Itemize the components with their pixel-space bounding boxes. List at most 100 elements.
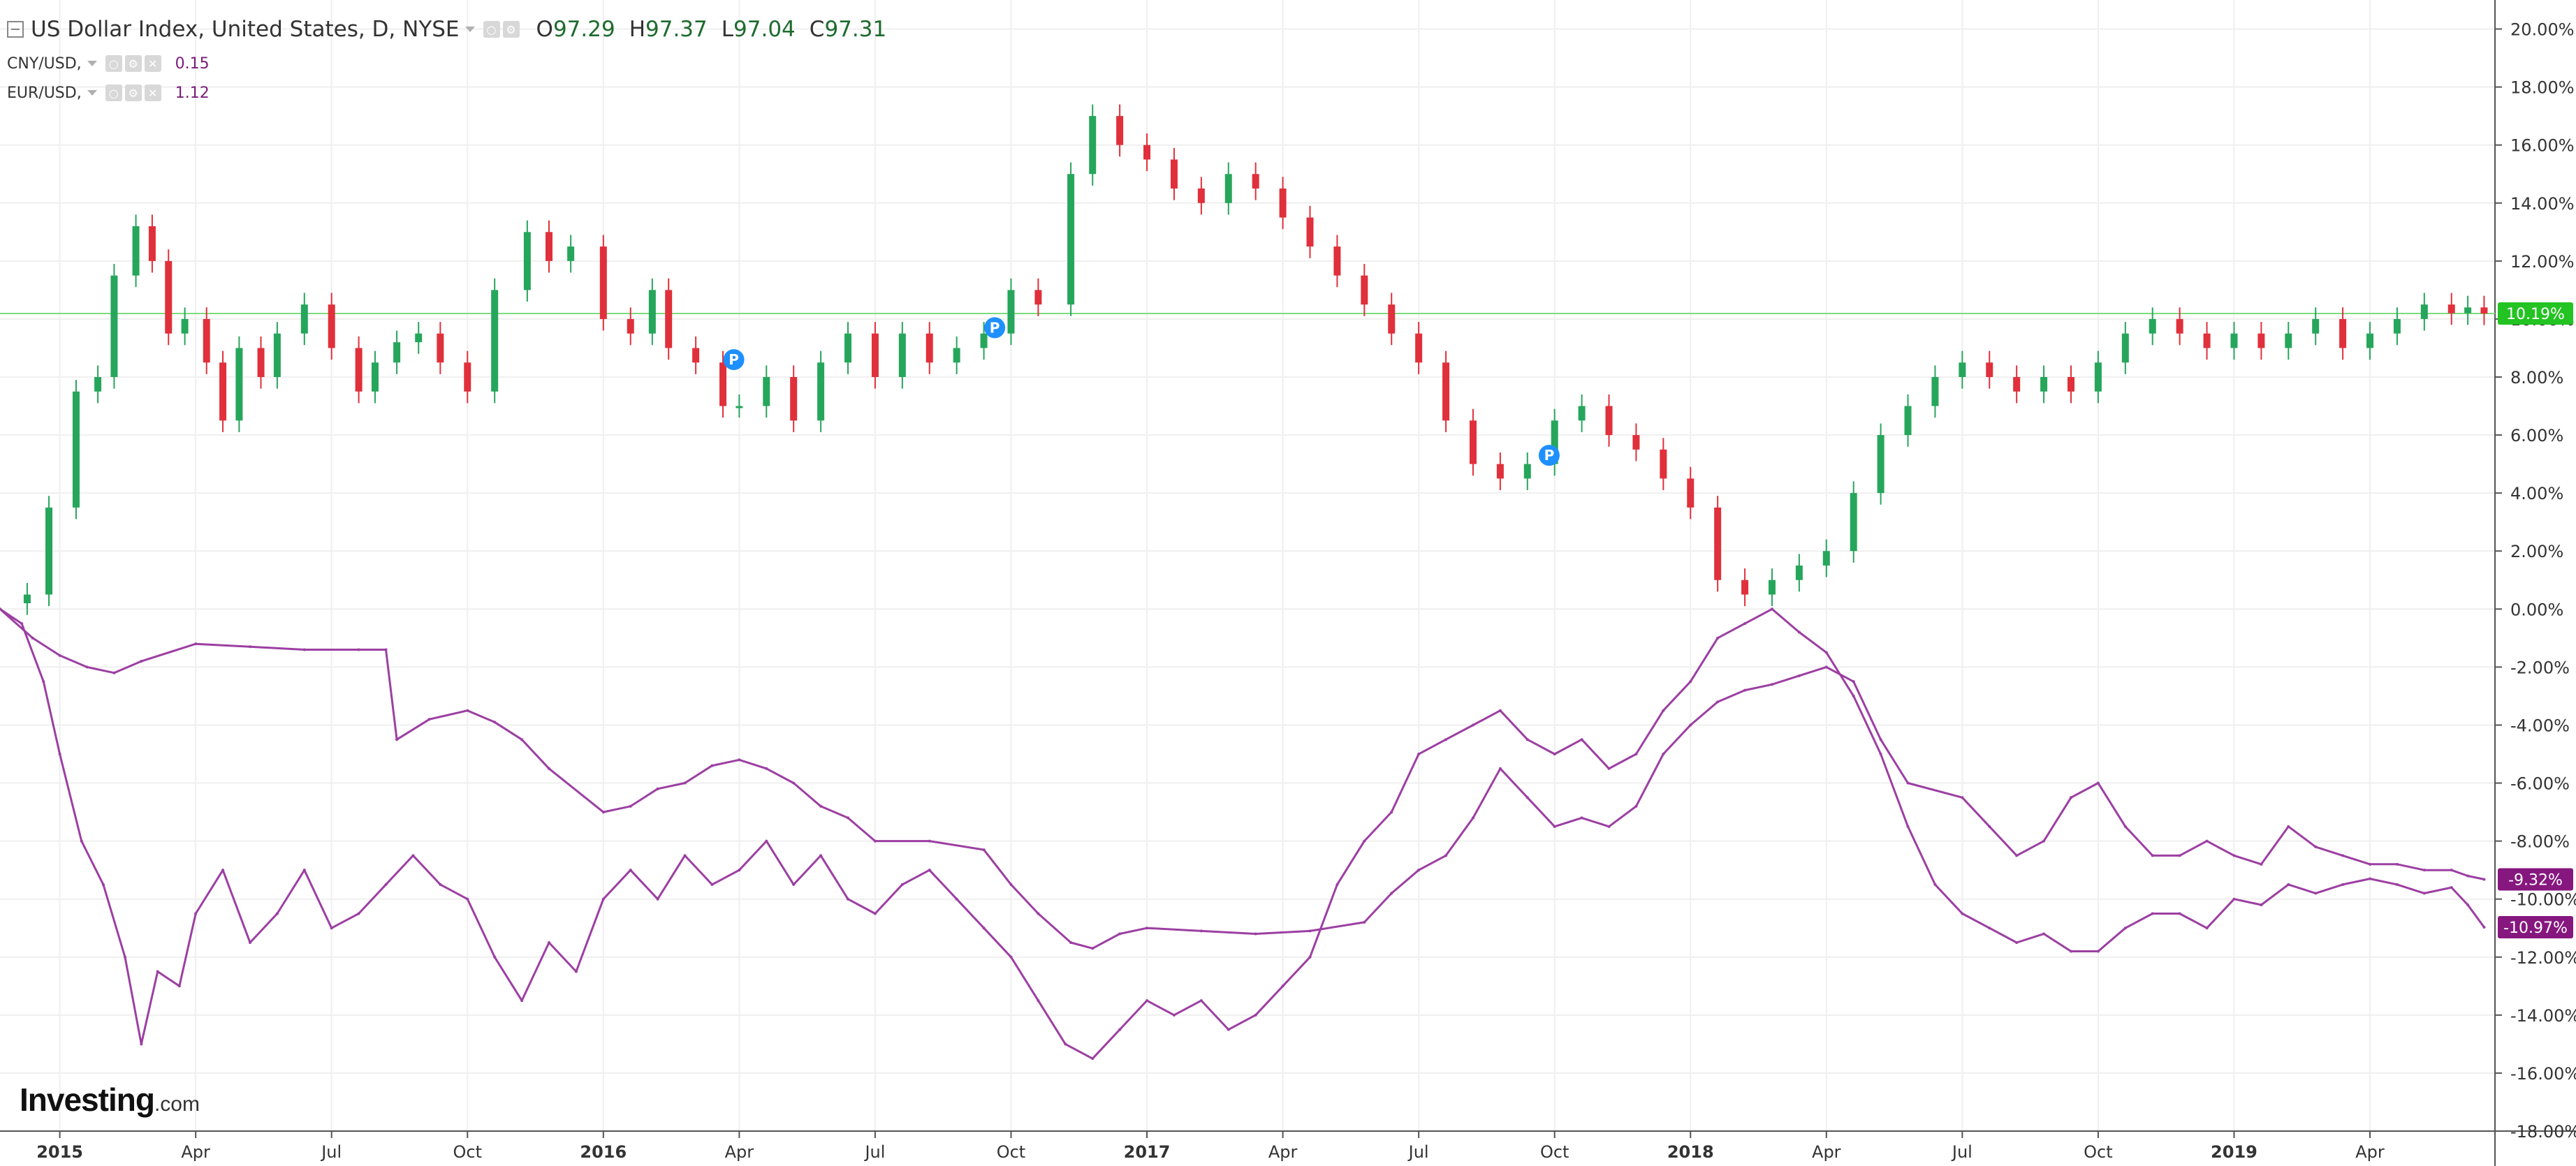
- eye-icon[interactable]: ○: [105, 55, 122, 72]
- candle-body: [1714, 507, 1722, 580]
- eye-icon[interactable]: ○: [105, 84, 122, 101]
- collapse-icon[interactable]: [7, 21, 24, 38]
- x-tick-label: Jul: [320, 1142, 342, 1162]
- candle-body: [1822, 551, 1830, 566]
- candle-body: [665, 290, 673, 348]
- data-point: [2151, 854, 2154, 857]
- close-icon[interactable]: ✕: [144, 55, 161, 72]
- candle-body: [763, 377, 770, 406]
- candle-body: [1850, 493, 1857, 552]
- data-point: [80, 839, 83, 843]
- data-point: [2314, 845, 2318, 848]
- candle-body: [464, 362, 471, 392]
- data-point: [31, 636, 34, 640]
- candle-body: [599, 246, 607, 319]
- data-point: [384, 648, 388, 651]
- data-point: [2287, 825, 2290, 828]
- x-tick-label: Oct: [453, 1142, 483, 1162]
- chevron-down-icon[interactable]: [87, 61, 97, 66]
- data-point: [1417, 753, 1421, 755]
- candle-body: [719, 362, 727, 406]
- series-line-eur-usd: [0, 607, 2485, 1060]
- candle-body: [925, 333, 933, 363]
- data-point: [1498, 767, 1502, 770]
- data-point: [2069, 796, 2072, 799]
- gear-icon[interactable]: ⚙: [124, 55, 142, 72]
- candle-body: [181, 318, 189, 334]
- candle-body: [1687, 478, 1695, 508]
- candle-body: [1252, 174, 1259, 189]
- data-point: [1118, 1028, 1122, 1031]
- candle-body: [355, 348, 363, 392]
- legend-main-title: US Dollar Index, United States, D, NYSE: [31, 17, 460, 42]
- y-tick-label: -14.00%: [2510, 1006, 2576, 1026]
- legend-cny-value: 0.15: [175, 54, 210, 73]
- candle-body: [2285, 333, 2292, 348]
- data-point: [439, 883, 442, 886]
- ohlc-low: L97.04: [721, 17, 796, 42]
- chevron-down-icon[interactable]: [87, 90, 97, 96]
- candle-body: [2447, 304, 2455, 313]
- data-point: [302, 869, 306, 872]
- data-point: [2151, 912, 2154, 915]
- data-point: [2096, 781, 2100, 785]
- data-point: [2482, 925, 2486, 929]
- data-point: [1634, 753, 1638, 755]
- data-point: [1009, 883, 1013, 886]
- data-point: [1933, 883, 1937, 886]
- data-point: [1417, 869, 1421, 872]
- data-point: [2178, 912, 2181, 915]
- data-point: [1254, 1013, 1257, 1017]
- x-tick-label: 2019: [2211, 1142, 2257, 1162]
- candle-body: [844, 333, 852, 363]
- candle-body: [1496, 464, 1504, 479]
- data-point: [493, 955, 497, 959]
- data-point: [194, 642, 198, 646]
- candle-body: [1415, 333, 1423, 363]
- data-point: [873, 839, 877, 843]
- gear-icon[interactable]: ⚙: [502, 21, 520, 38]
- data-point: [1498, 709, 1502, 712]
- legend-row-cny[interactable]: CNY/USD, ○ ⚙ ✕ 0.15: [7, 49, 886, 78]
- data-point: [2482, 878, 2486, 881]
- candle-body: [393, 342, 401, 363]
- data-point: [357, 648, 360, 651]
- data-point: [140, 1042, 143, 1046]
- chevron-down-icon[interactable]: [464, 27, 475, 32]
- candle-body: [736, 406, 743, 408]
- close-icon[interactable]: ✕: [144, 84, 161, 101]
- data-point: [101, 883, 105, 886]
- candle-body: [567, 246, 575, 261]
- data-point: [20, 622, 24, 626]
- data-point: [1037, 912, 1040, 915]
- legend-row-eur[interactable]: EUR/USD, ○ ⚙ ✕ 1.12: [7, 78, 886, 108]
- data-point: [1689, 680, 1692, 684]
- data-point: [1069, 941, 1073, 944]
- data-point: [330, 927, 333, 930]
- gear-icon[interactable]: ⚙: [124, 84, 142, 101]
- data-point: [1363, 920, 1366, 924]
- y-tick-label: 16.00%: [2510, 136, 2575, 156]
- marker-badge: [723, 349, 745, 371]
- data-point: [710, 883, 714, 886]
- data-point: [194, 912, 198, 915]
- data-point: [1471, 816, 1474, 820]
- candle-body: [1089, 116, 1097, 175]
- y-tick-label: -12.00%: [2510, 948, 2576, 968]
- data-point: [1037, 999, 1040, 1003]
- data-point: [2422, 892, 2426, 895]
- legend-main-row[interactable]: US Dollar Index, United States, D, NYSE …: [7, 10, 886, 49]
- candle-body: [953, 348, 960, 363]
- candle-body: [328, 304, 335, 348]
- x-tick-label: Apr: [725, 1142, 754, 1162]
- data-point: [1146, 999, 1149, 1003]
- data-point: [1662, 709, 1665, 712]
- x-tick-label: Apr: [1812, 1142, 1841, 1162]
- candle-body: [1306, 217, 1314, 247]
- eye-icon[interactable]: ○: [483, 21, 500, 38]
- data-point: [1852, 680, 1855, 684]
- data-point: [248, 941, 251, 944]
- data-point: [2042, 932, 2046, 936]
